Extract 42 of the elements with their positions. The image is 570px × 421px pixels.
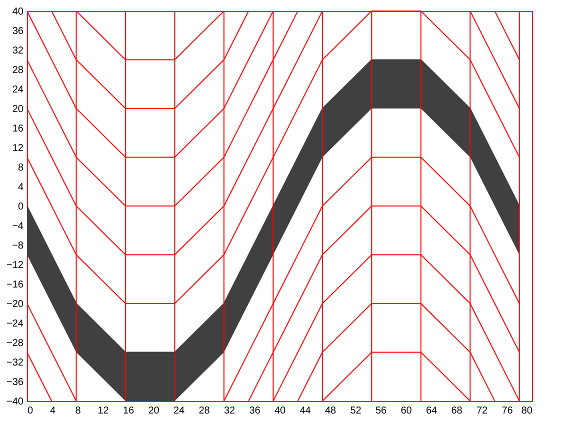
- x-tick-label: 32: [224, 406, 236, 416]
- x-tick-label: 60: [400, 406, 412, 416]
- y-tick-label: 8: [18, 162, 24, 174]
- y-tick-label: 0: [18, 202, 24, 212]
- y-tick-label: 20: [12, 104, 24, 115]
- x-tick-label: 20: [148, 406, 160, 416]
- x-tick-label: 12: [98, 406, 110, 416]
- x-tick-label: 40: [274, 406, 286, 416]
- y-tick-label: 16: [12, 124, 24, 134]
- x-tick-label: 0: [28, 406, 34, 416]
- y-tick-label: −4: [12, 221, 24, 232]
- x-tick-label: 28: [198, 406, 210, 416]
- x-tick-label: 4: [50, 406, 56, 416]
- x-tick-label: 64: [426, 406, 438, 416]
- x-tick-label: 48: [324, 406, 336, 416]
- y-tick-label: 24: [12, 84, 24, 96]
- x-tick-label: 76: [502, 406, 514, 416]
- x-tick-label: 24: [173, 406, 185, 416]
- y-tick-label: −36: [6, 377, 24, 388]
- x-tick-label: 8: [75, 406, 82, 416]
- x-tick-label: 16: [122, 406, 134, 416]
- y-tick-label: 4: [18, 182, 24, 193]
- y-tick-label: −12: [6, 260, 24, 271]
- y-tick-label: −40: [6, 396, 24, 408]
- x-tick-label: 44: [300, 406, 312, 416]
- y-tick-label: 28: [12, 65, 24, 76]
- y-tick-label: −24: [6, 318, 24, 330]
- y-tick-label: −28: [6, 338, 24, 349]
- x-tick-label: 52: [350, 406, 362, 416]
- x-tick-label: 80: [521, 406, 533, 416]
- x-tick-label: 68: [451, 406, 463, 416]
- y-tick-label: 12: [12, 143, 24, 154]
- y-tick-label: 40: [12, 6, 24, 18]
- y-tick-label: −16: [6, 280, 24, 290]
- y-tick-label: −20: [6, 299, 24, 310]
- y-tick-label: 36: [12, 26, 24, 37]
- y-tick-label: 32: [12, 46, 24, 56]
- x-tick-label: 36: [249, 406, 261, 416]
- x-tick-label: 56: [375, 406, 387, 416]
- x-tick-label: 72: [476, 406, 488, 416]
- y-tick-label: −32: [6, 358, 24, 368]
- y-tick-label: −8: [12, 240, 24, 252]
